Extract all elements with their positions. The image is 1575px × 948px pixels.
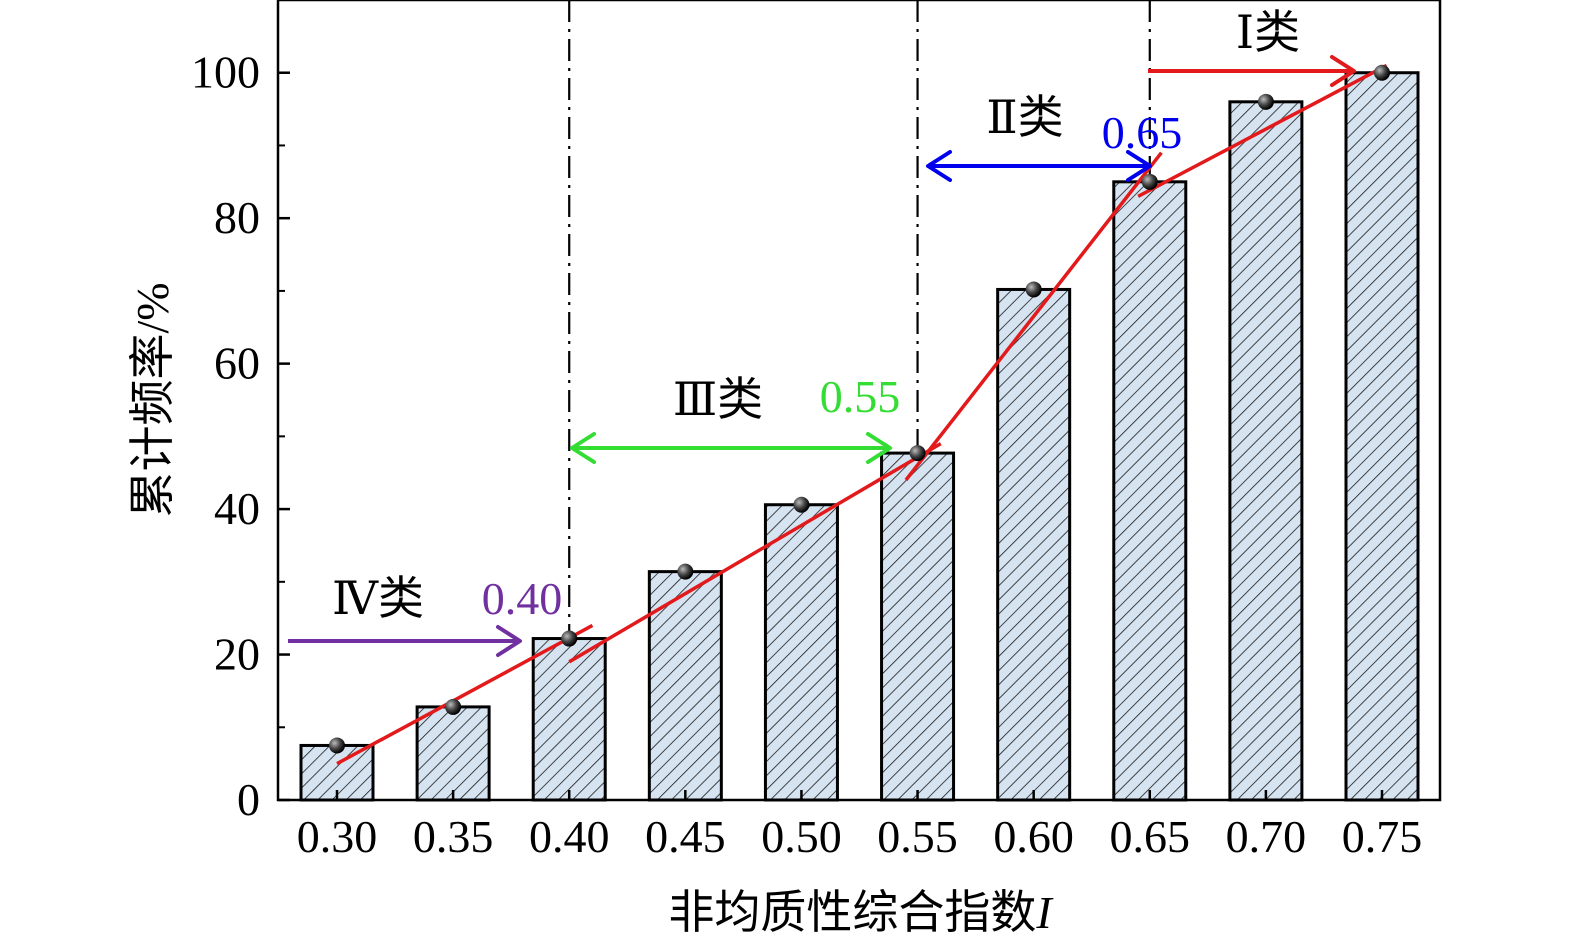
x-tick-label: 0.35 [413,811,494,862]
class-label-iv: Ⅳ类 [332,573,424,624]
data-point [909,445,926,462]
x-axis-title-variable: I [1035,887,1054,938]
arrow-head [1330,55,1356,87]
y-tick-label: 40 [214,483,260,534]
class-label-iii: Ⅲ类 [673,374,763,425]
arrow-head [866,432,892,464]
bar [1228,100,1304,802]
x-tick-label: 0.60 [993,811,1074,862]
fit-lines [336,63,1388,766]
fit-line [904,151,1163,482]
y-axis-ticks: 0 20 40 60 80 100 [191,47,290,825]
bars [299,71,1420,802]
boundary-value-040: 0.40 [482,573,563,624]
bar [415,705,491,802]
bar [1112,180,1188,802]
data-point [329,737,345,754]
bar [531,637,607,802]
data-point [793,496,810,513]
data-point [1257,93,1274,110]
x-tick-label: 0.40 [529,811,610,862]
y-tick-label: 0 [237,774,260,825]
bar [1344,71,1420,802]
x-tick-label: 0.65 [1110,811,1191,862]
y-axis-title: 累计频率/% [127,282,178,517]
data-point [561,630,578,647]
arrow-head [570,432,596,464]
data-point [1025,281,1042,298]
x-tick-label: 0.75 [1342,811,1423,862]
fit-line [336,623,594,766]
data-point [445,698,462,715]
bar [880,451,956,802]
x-axis-title-text: 非均质性综合指数 [668,887,1036,938]
x-tick-label: 0.70 [1226,811,1307,862]
arrow-head [926,150,952,182]
data-point [1141,173,1158,190]
bar [996,287,1072,802]
x-axis-title: 非均质性综合指数I [668,887,1054,938]
arrow-head [496,625,522,657]
fit-line [1137,63,1388,198]
data-point [1374,64,1390,81]
y-tick-label: 80 [214,192,260,243]
x-axis-ticks: 0.30 0.35 0.40 0.45 0.50 0.55 0.60 0.65 0.70 0.75 [297,790,1423,862]
class-annotations: Ⅳ类 0.40 Ⅲ类 0.55 Ⅱ类 0.65 Ⅰ类 [288,7,1356,657]
boundary-value-055: 0.55 [820,371,901,422]
class-label-i: Ⅰ类 [1236,7,1300,58]
y-tick-label: 60 [214,338,260,389]
bar [763,503,839,802]
boundary-value-065: 0.65 [1102,107,1183,158]
x-tick-label: 0.50 [761,811,842,862]
class-label-ii: Ⅱ类 [986,92,1063,143]
x-tick-label: 0.45 [645,811,726,862]
y-tick-label: 100 [191,47,260,98]
x-tick-label: 0.30 [297,811,378,862]
data-points [329,64,1390,754]
bar [647,570,723,802]
x-tick-label: 0.55 [877,811,958,862]
data-point [677,563,694,580]
y-tick-label: 20 [214,629,260,680]
arrow-head [1126,150,1152,182]
plot-frame [276,0,1442,802]
fit-line [568,442,942,664]
